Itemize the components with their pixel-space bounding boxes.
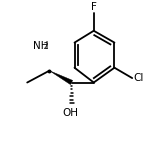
Text: NH: NH xyxy=(33,41,49,51)
Text: Cl: Cl xyxy=(134,73,144,83)
Text: F: F xyxy=(91,2,97,12)
Text: 2: 2 xyxy=(39,42,49,51)
Polygon shape xyxy=(49,71,73,85)
Text: OH: OH xyxy=(62,108,78,118)
